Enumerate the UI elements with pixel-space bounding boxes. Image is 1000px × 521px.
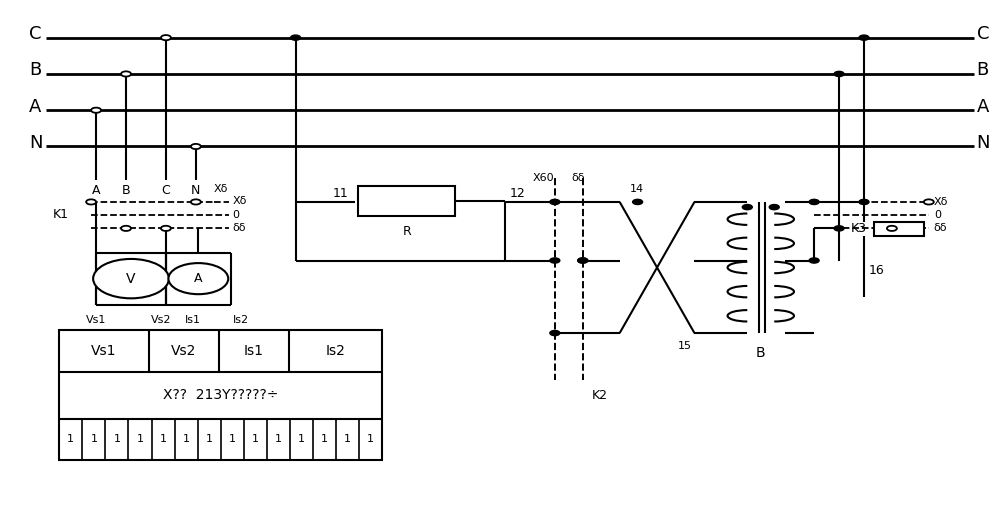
Circle shape	[809, 258, 819, 263]
Text: Is2: Is2	[326, 344, 345, 358]
Circle shape	[93, 259, 169, 299]
Text: 1: 1	[206, 435, 213, 444]
Circle shape	[834, 71, 844, 77]
Text: X??  213Y?????÷: X?? 213Y?????÷	[163, 388, 278, 402]
Circle shape	[168, 263, 228, 294]
Circle shape	[86, 200, 96, 205]
Text: Vs1: Vs1	[91, 344, 117, 358]
Text: δδ: δδ	[572, 172, 585, 182]
Text: 1: 1	[137, 435, 144, 444]
Bar	[59, 330, 382, 460]
Circle shape	[161, 35, 171, 40]
Text: X60: X60	[533, 172, 555, 182]
Text: N: N	[977, 134, 990, 152]
Text: 15: 15	[677, 341, 691, 351]
Text: 16: 16	[869, 264, 885, 277]
Circle shape	[550, 258, 560, 263]
Text: N: N	[191, 184, 201, 197]
Text: B: B	[756, 346, 766, 359]
Text: Vs2: Vs2	[151, 315, 171, 325]
Text: δδ: δδ	[233, 224, 246, 233]
Text: 1: 1	[367, 435, 374, 444]
Text: A: A	[977, 97, 989, 116]
Circle shape	[859, 200, 869, 205]
Text: Is2: Is2	[233, 315, 249, 325]
Text: Xδ: Xδ	[214, 184, 228, 194]
Text: 1: 1	[298, 435, 305, 444]
Text: K1: K1	[53, 208, 69, 221]
Circle shape	[191, 144, 201, 149]
Circle shape	[121, 71, 131, 77]
Circle shape	[578, 258, 588, 263]
Circle shape	[924, 200, 934, 205]
Circle shape	[191, 200, 201, 205]
Text: B: B	[29, 61, 42, 79]
Text: Is1: Is1	[185, 315, 201, 325]
Text: 1: 1	[160, 435, 167, 444]
Text: R: R	[402, 226, 411, 239]
Circle shape	[91, 108, 101, 113]
Text: 1: 1	[252, 435, 259, 444]
Text: 1: 1	[67, 435, 74, 444]
Text: 1: 1	[321, 435, 328, 444]
Text: 1: 1	[90, 435, 97, 444]
Text: Xδ: Xδ	[233, 196, 247, 206]
Text: V: V	[126, 271, 136, 286]
Text: B: B	[122, 184, 130, 197]
Circle shape	[809, 200, 819, 205]
Text: δδ: δδ	[934, 224, 947, 233]
Text: K2: K2	[592, 389, 608, 402]
Text: B: B	[977, 61, 989, 79]
Text: C: C	[162, 184, 170, 197]
Text: Is1: Is1	[244, 344, 264, 358]
Text: 1: 1	[344, 435, 351, 444]
Circle shape	[742, 205, 752, 210]
Text: 0: 0	[934, 210, 941, 220]
Text: C: C	[29, 25, 42, 43]
Text: C: C	[977, 25, 989, 43]
Text: Xδ: Xδ	[934, 197, 948, 207]
Circle shape	[161, 226, 171, 231]
Text: K3: K3	[851, 222, 867, 235]
Circle shape	[121, 226, 131, 231]
Text: 12: 12	[510, 187, 526, 200]
Text: Vs1: Vs1	[86, 315, 106, 325]
Circle shape	[550, 330, 560, 336]
Text: A: A	[92, 184, 100, 197]
Circle shape	[834, 226, 844, 231]
Text: Vs2: Vs2	[171, 344, 197, 358]
Circle shape	[550, 200, 560, 205]
Text: A: A	[194, 272, 203, 285]
Text: N: N	[29, 134, 43, 152]
Bar	[358, 187, 455, 216]
Circle shape	[859, 35, 869, 40]
Text: 11: 11	[333, 187, 348, 200]
Circle shape	[578, 258, 588, 263]
Text: 1: 1	[229, 435, 236, 444]
Circle shape	[887, 226, 897, 231]
Text: 14: 14	[630, 184, 644, 194]
Text: 1: 1	[113, 435, 120, 444]
Bar	[874, 221, 924, 235]
Text: 1: 1	[183, 435, 190, 444]
Text: 1: 1	[275, 435, 282, 444]
Text: 0: 0	[233, 210, 240, 220]
Circle shape	[769, 205, 779, 210]
Text: A: A	[29, 97, 42, 116]
Circle shape	[291, 35, 301, 40]
Circle shape	[633, 200, 643, 205]
